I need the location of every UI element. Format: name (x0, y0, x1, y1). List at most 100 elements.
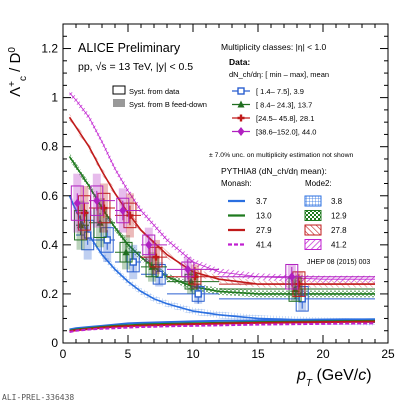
diamond-marker (288, 272, 296, 282)
data-point (219, 286, 375, 312)
legend-series-label: [ 8.4– 24.3], 13.7 (256, 101, 312, 110)
legend-monash-entry: 27.9 (228, 226, 272, 235)
square-marker (194, 290, 202, 298)
legend-header: Multiplicity classes: |η| < 1.0 (221, 42, 327, 52)
data-point (219, 263, 375, 290)
plot-area (68, 89, 376, 333)
legend-syst-data-swatch (112, 85, 126, 95)
legend-data-title: Data: (229, 57, 250, 67)
series-0 (76, 210, 375, 312)
chart-title: ALICE Preliminary (78, 41, 181, 55)
legend-monash-label: 13.0 (256, 212, 272, 221)
data-point (89, 183, 115, 233)
square-marker (103, 236, 111, 244)
legend-syst-bfeed-label: Syst. from B feed-down (129, 100, 207, 109)
data-point (76, 210, 95, 260)
legend-mode2-swatch (304, 224, 322, 236)
y-tick-label: 1.2 (41, 42, 58, 56)
diamond-marker (119, 205, 127, 215)
square-marker (298, 295, 306, 303)
legend-syst-data: Syst. from data (112, 85, 180, 96)
cross-marker (295, 280, 303, 288)
diamond-marker (93, 196, 101, 206)
x-tick-label: 20 (316, 347, 330, 361)
diamond-marker (184, 264, 192, 274)
figure-id-caption: ALI-PREL-336438 (2, 393, 75, 402)
pythia-title: PYTHIA8 (dN_ch/dη mean): (221, 166, 327, 176)
y-tick-label: 0 (51, 336, 58, 350)
legend-mode2-swatch (304, 239, 322, 250)
x-tick-label: 10 (186, 347, 200, 361)
cross-marker (100, 204, 108, 212)
legend-monash-label: 41.4 (256, 241, 272, 250)
x-tick-label: 25 (381, 347, 395, 361)
legend-monash-label: 27.9 (256, 226, 272, 235)
data-point (167, 257, 219, 282)
diamond-marker (145, 240, 153, 250)
legend-syst-bfeed-swatch (113, 99, 125, 107)
y-tick-label: 1 (51, 91, 58, 105)
x-axis-label: pT (GeV/c) (296, 367, 372, 389)
cross-marker (80, 209, 88, 217)
legend-syst-data-label: Syst. from data (129, 87, 180, 96)
monash-label: Monash: (221, 179, 252, 188)
legend-diamond-marker (237, 127, 245, 136)
legend-mode2-label: 41.2 (331, 241, 347, 250)
y-tick-label: 0.6 (41, 189, 58, 203)
cross-marker (191, 273, 199, 281)
diamond-marker (73, 198, 81, 208)
legend-mode2-label: 3.8 (331, 197, 343, 206)
square-marker (155, 270, 163, 278)
legend-square-marker (237, 87, 245, 95)
legend-mode2-entry: 12.9 (304, 210, 347, 221)
series-3 (70, 173, 375, 290)
triangle-marker (148, 262, 156, 270)
data-point (167, 284, 219, 304)
model-monash-0 (69, 318, 376, 331)
data-point (115, 188, 141, 233)
legend-models: 3.7 13.0 27.9 41.4 3.8 12.9 27.8 41.2 (228, 195, 347, 250)
data-point (89, 217, 115, 263)
legend-syst-bfeed: Syst. from B feed-down (113, 99, 207, 109)
square-marker (83, 231, 92, 239)
legend-mode2-entry: 27.8 (304, 224, 347, 236)
legend-data-series: [ 1.4– 7.5], 3.9 [ 8.4– 24.3], 13.7 [24.5–… (232, 87, 316, 137)
y-tick-label: 0.2 (41, 287, 58, 301)
multiplicity-note: ± 7.0% unc. on multiplicity estimation n… (209, 152, 353, 159)
legend-series-label: [24.5– 45.8], 28.1 (256, 114, 314, 123)
legend-monash-label: 3.7 (256, 197, 268, 206)
legend-mode2-entry: 41.2 (304, 239, 347, 250)
data-point (70, 173, 89, 233)
legend-series-label: [ 1.4– 7.5], 3.9 (256, 87, 304, 96)
data-point (219, 271, 375, 297)
x-tick-label: 15 (251, 347, 265, 361)
x-tick-label: 5 (125, 347, 132, 361)
chart-subtitle: pp, √s = 13 TeV, |y| < 0.5 (78, 61, 193, 73)
mode2-label: Mode2: (305, 179, 332, 188)
legend-monash-entry: 13.0 (228, 212, 272, 221)
y-tick-label: 0.4 (41, 238, 58, 252)
series-2 (76, 183, 375, 297)
legend-monash-entry: 3.7 (228, 197, 268, 206)
cross-marker (126, 211, 134, 219)
model-mode2-band (69, 192, 375, 326)
legend-mode2-label: 12.9 (331, 212, 347, 221)
legend-series-entry: [ 8.4– 24.3], 13.7 (232, 100, 312, 110)
triangle-marker (96, 218, 104, 226)
legend-series-entry: [ 1.4– 7.5], 3.9 (232, 87, 304, 96)
legend-monash-entry: 41.4 (228, 241, 272, 250)
data-point (141, 227, 167, 263)
legend-cross-marker (237, 114, 245, 122)
data-point (115, 193, 141, 238)
legend-triangle-marker (237, 100, 245, 108)
x-tick-label: 0 (60, 347, 67, 361)
svg-text:Λ+c / D0: Λ+c / D0 (7, 47, 29, 97)
reference-label: JHEP 08 (2015) 003 (307, 259, 370, 266)
data-point (141, 262, 167, 287)
legend-data-subtitle: dN_ch/dη: [ min – max], mean (229, 70, 329, 79)
data-point (115, 235, 141, 270)
y-axis-label: Λ+c / D0 (7, 47, 29, 97)
legend-series-entry: [38.6–152.0], 44.0 (232, 127, 316, 137)
model-monash-3 (69, 322, 376, 333)
